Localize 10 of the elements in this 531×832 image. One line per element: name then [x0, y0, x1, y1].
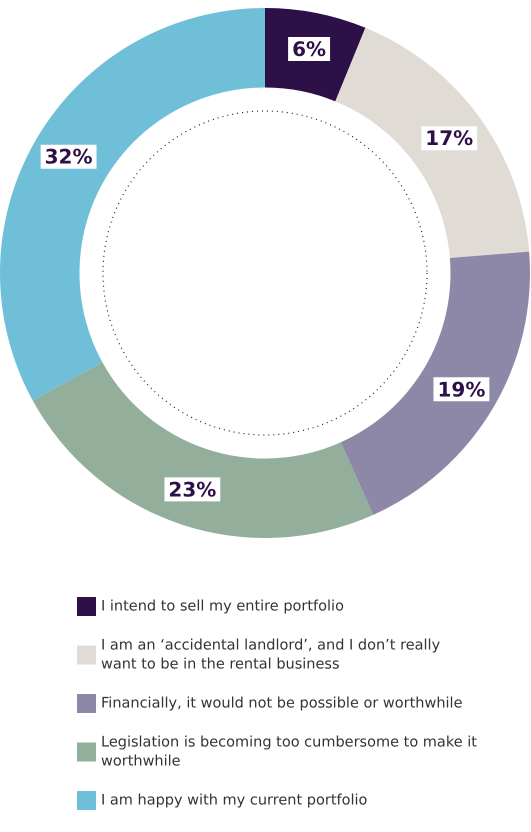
- legend-label: I am happy with my current portfolio: [101, 792, 368, 808]
- data-label: 32%: [44, 144, 93, 169]
- data-label: 19%: [437, 377, 486, 402]
- legend-label: I intend to sell my entire portfolio: [101, 598, 344, 614]
- legend-label: I am an ‘accidental landlord’, and I don’t really want to be in the rental business: [101, 638, 445, 672]
- data-label: 23%: [168, 477, 216, 502]
- data-label: 6%: [292, 37, 326, 62]
- legend-label: Legislation is becoming too cumbersome to make it worthwhile: [101, 734, 482, 770]
- data-label: 17%: [425, 126, 474, 150]
- legend-label: Financially, it would not be possible or worthwhile: [101, 696, 463, 712]
